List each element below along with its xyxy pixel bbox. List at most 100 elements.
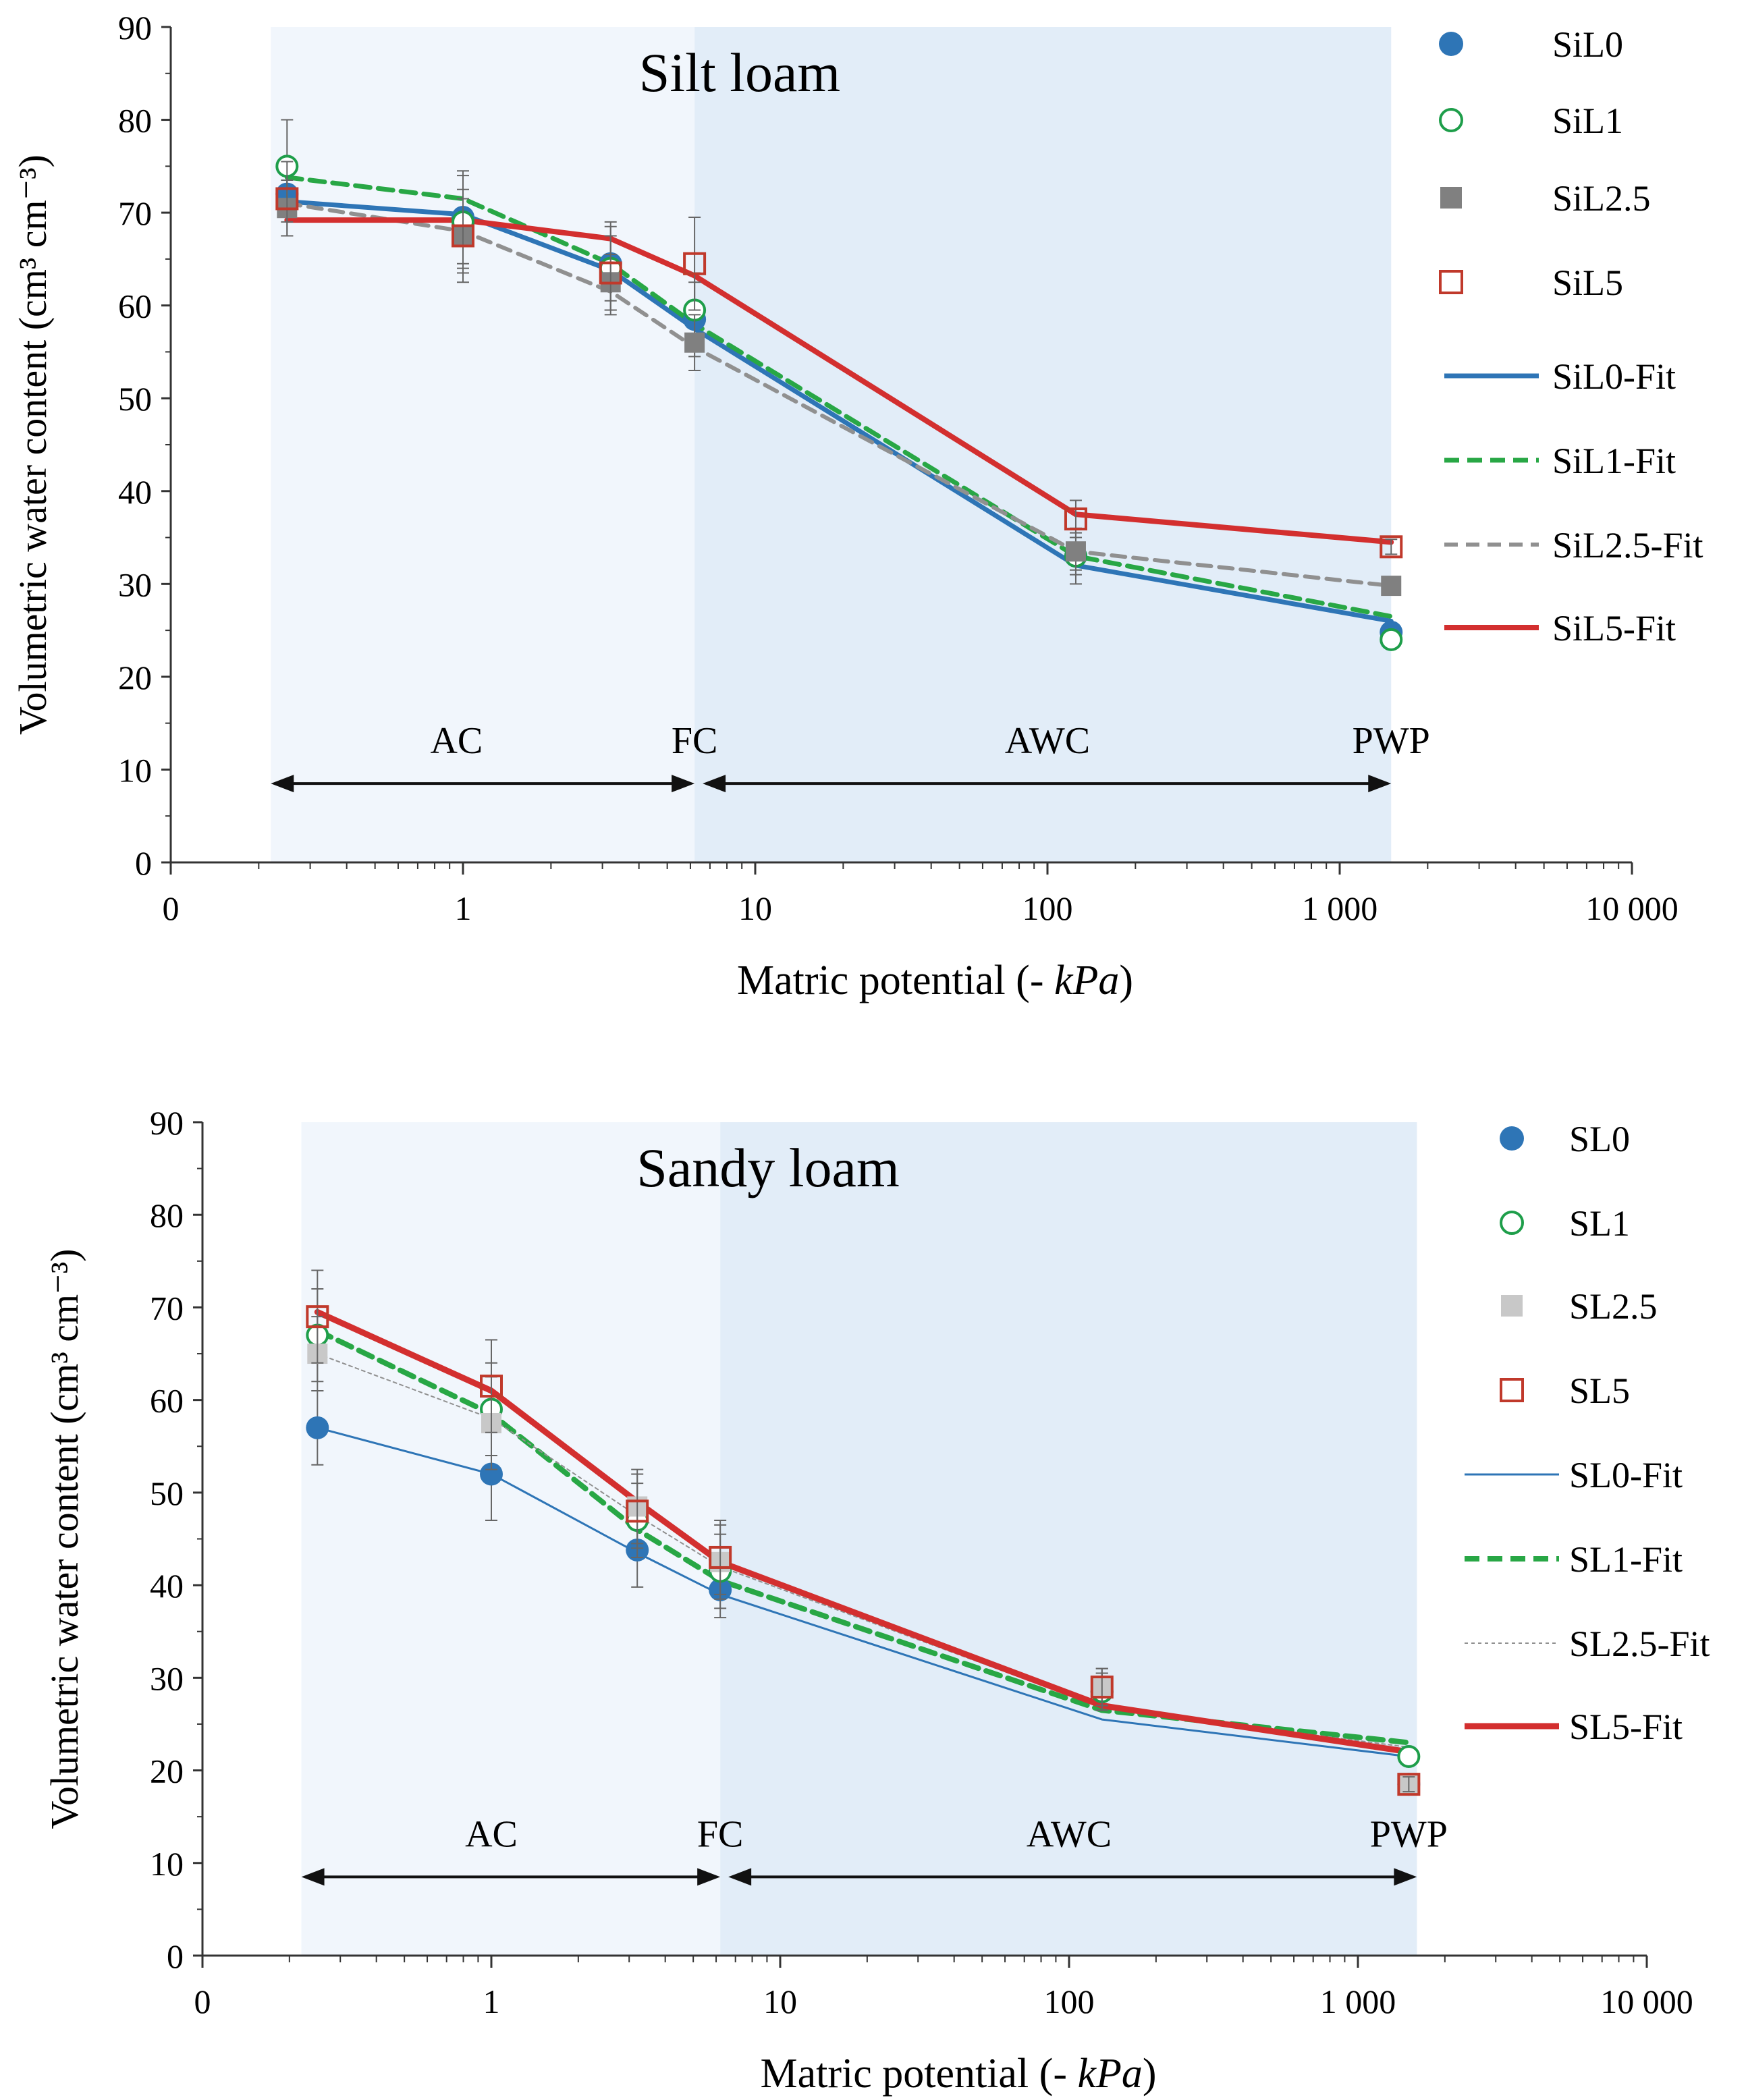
zone-label-fc: FC	[697, 1813, 744, 1855]
legend-label: SL2.5-Fit	[1569, 1624, 1710, 1664]
data-point	[626, 1499, 649, 1523]
x-tick-label: 1	[483, 1983, 500, 2020]
data-point	[1380, 535, 1403, 559]
y-tick-label: 90	[150, 1104, 184, 1142]
legend-item: SL5-Fit	[1465, 1707, 1683, 1747]
series-sl5	[306, 1269, 1421, 1796]
data-point	[275, 187, 299, 211]
arrowhead-right	[672, 775, 695, 793]
y-axis-label: Volumetric water content (cm³ cm⁻³)	[11, 155, 55, 735]
data-point	[1064, 507, 1087, 531]
data-point	[683, 252, 707, 275]
legend-label: SiL2.5	[1552, 178, 1651, 219]
y-tick-label: 50	[118, 380, 152, 418]
chart-silt-loam: 0 10 20 30 40 50 60 70 80 90 0 1 10 100 1 000 10 000 Mat…	[11, 9, 1703, 1003]
legend-label: SiL0-Fit	[1552, 356, 1676, 397]
legend-item: SL2.5	[1501, 1286, 1658, 1327]
y-tick-label: 80	[118, 102, 152, 140]
arrowhead-left	[271, 775, 294, 793]
chart-sandy-loam: 0 10 20 30 40 50 60 70 80 90 0 1 10 100 1 000 10 000 Mat…	[43, 1104, 1710, 2097]
data-point	[480, 1375, 503, 1398]
legend-marker	[1500, 1378, 1524, 1402]
data-point	[709, 1545, 732, 1569]
legend-label: SiL1	[1552, 101, 1623, 141]
arrowhead-right	[1368, 775, 1392, 793]
legend-label: SL5-Fit	[1569, 1707, 1683, 1747]
y-tick-label: 0	[135, 844, 152, 882]
legend-item: SL1-Fit	[1465, 1539, 1683, 1580]
series-sl5-fit	[314, 1308, 1412, 1755]
x-tick-label: 10 000	[1600, 1983, 1693, 2020]
x-axis-label-suffix: )	[1119, 958, 1133, 1003]
chart-title: Sandy loam	[636, 1137, 899, 1198]
x-axis-label: Matric potential (- kPa)	[737, 958, 1133, 1003]
data-point	[1397, 1744, 1421, 1768]
y-tick-label: 90	[118, 9, 152, 47]
data-point	[1397, 1773, 1421, 1796]
fit-line	[314, 1308, 1412, 1755]
y-tick-label: 60	[150, 1382, 184, 1420]
fit-line	[284, 175, 1394, 619]
data-point	[452, 224, 474, 248]
zone-label-ac: AC	[465, 1813, 518, 1855]
legend: SiL0 SiL1 SiL2.5 SiL5 SiL0-Fit SiL1-Fit SiL2.5…	[1439, 24, 1703, 648]
legend-label: SL5	[1569, 1371, 1630, 1411]
series-sil2_5-fit	[285, 201, 1394, 588]
y-axis-label: Volumetric water content (cm³ cm⁻³)	[43, 1249, 86, 1829]
data-point	[480, 1462, 503, 1486]
legend-label: SiL5	[1552, 262, 1623, 303]
zone-label-ac: AC	[430, 720, 483, 762]
legend-label: SL2.5	[1569, 1286, 1658, 1327]
legend-item: SiL5-Fit	[1444, 608, 1676, 648]
fit-line	[284, 199, 1394, 624]
data-point	[306, 1305, 329, 1329]
y-tick-label: 40	[150, 1567, 184, 1605]
legend-item: SiL1	[1439, 101, 1623, 141]
arrowhead-left	[703, 775, 726, 793]
series-sil1-fit	[284, 175, 1394, 619]
y-tick-label: 10	[118, 751, 152, 789]
series-sl2_5-fit	[317, 1353, 1410, 1748]
x-tick-label: 1 000	[1302, 889, 1378, 927]
legend-item: SiL2.5	[1440, 178, 1651, 219]
legend-item: SiL2.5-Fit	[1444, 525, 1703, 565]
x-axis-label-unit: kPa	[1077, 2051, 1142, 2097]
legend-marker	[1439, 32, 1463, 56]
y-tick-label: 20	[118, 659, 152, 696]
x-tick-label: 10	[738, 889, 772, 927]
legend-label: SL0-Fit	[1569, 1455, 1683, 1495]
x-tick-label: 100	[1022, 889, 1073, 927]
data-point	[1380, 628, 1403, 651]
y-tick-label: 40	[118, 473, 152, 511]
x-axis-label-suffix: )	[1143, 2051, 1157, 2097]
legend-item: SiL1-Fit	[1444, 441, 1676, 481]
data-point	[599, 261, 622, 285]
fit-line	[284, 217, 1394, 545]
x-tick-label: 10 000	[1585, 889, 1679, 927]
x-tick-label: 1	[455, 889, 472, 927]
x-tick-label: 1 000	[1320, 1983, 1396, 2020]
x-tick-label: 10	[763, 1983, 797, 2020]
legend-marker	[1439, 270, 1463, 294]
x-tick-label: 0	[163, 889, 180, 927]
zone-label-fc: FC	[672, 720, 718, 762]
series-sil5	[275, 161, 1403, 559]
data-point	[1381, 576, 1402, 597]
x-axis-label-prefix: Matric potential (-	[737, 958, 1054, 1003]
legend: SL0 SL1 SL2.5 SL5 SL0-Fit SL1-Fit SL2.5-Fit SL5…	[1465, 1119, 1710, 1747]
y-tick-label: 0	[167, 1937, 184, 1975]
arrowhead-right	[1394, 1868, 1417, 1886]
x-axis-label-unit: kPa	[1054, 958, 1119, 1003]
legend-marker	[1501, 1295, 1523, 1317]
legend-item: SiL0	[1439, 24, 1623, 65]
zone-label-pwp: PWP	[1370, 1813, 1448, 1855]
arrowhead-left	[301, 1868, 325, 1886]
series-sil5-fit	[284, 217, 1394, 545]
legend-label: SiL1-Fit	[1552, 441, 1676, 481]
series-sl0-fit	[316, 1427, 1410, 1758]
legend-label: SL1-Fit	[1569, 1539, 1683, 1580]
x-tick-label: 0	[194, 1983, 211, 2020]
legend-item: SL0-Fit	[1465, 1455, 1683, 1495]
x-tick-label: 100	[1044, 1983, 1095, 2020]
